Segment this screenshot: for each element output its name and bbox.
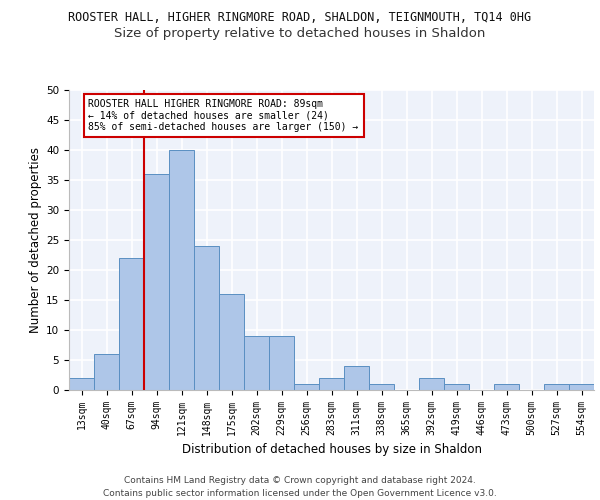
Bar bbox=[444, 384, 469, 390]
Bar bbox=[319, 378, 344, 390]
Bar bbox=[544, 384, 569, 390]
Bar bbox=[569, 384, 594, 390]
Text: ROOSTER HALL HIGHER RINGMORE ROAD: 89sqm
← 14% of detached houses are smaller (2: ROOSTER HALL HIGHER RINGMORE ROAD: 89sqm… bbox=[89, 99, 359, 132]
Text: ROOSTER HALL, HIGHER RINGMORE ROAD, SHALDON, TEIGNMOUTH, TQ14 0HG: ROOSTER HALL, HIGHER RINGMORE ROAD, SHAL… bbox=[68, 11, 532, 24]
Bar bbox=[169, 150, 194, 390]
X-axis label: Distribution of detached houses by size in Shaldon: Distribution of detached houses by size … bbox=[182, 444, 482, 456]
Bar bbox=[144, 174, 169, 390]
Y-axis label: Number of detached properties: Number of detached properties bbox=[29, 147, 42, 333]
Bar bbox=[244, 336, 269, 390]
Bar bbox=[69, 378, 94, 390]
Text: Contains HM Land Registry data © Crown copyright and database right 2024.
Contai: Contains HM Land Registry data © Crown c… bbox=[103, 476, 497, 498]
Bar bbox=[369, 384, 394, 390]
Bar bbox=[94, 354, 119, 390]
Bar bbox=[269, 336, 294, 390]
Bar bbox=[219, 294, 244, 390]
Bar bbox=[494, 384, 519, 390]
Bar bbox=[119, 258, 144, 390]
Text: Size of property relative to detached houses in Shaldon: Size of property relative to detached ho… bbox=[115, 28, 485, 40]
Bar bbox=[419, 378, 444, 390]
Bar bbox=[294, 384, 319, 390]
Bar bbox=[194, 246, 219, 390]
Bar bbox=[344, 366, 369, 390]
